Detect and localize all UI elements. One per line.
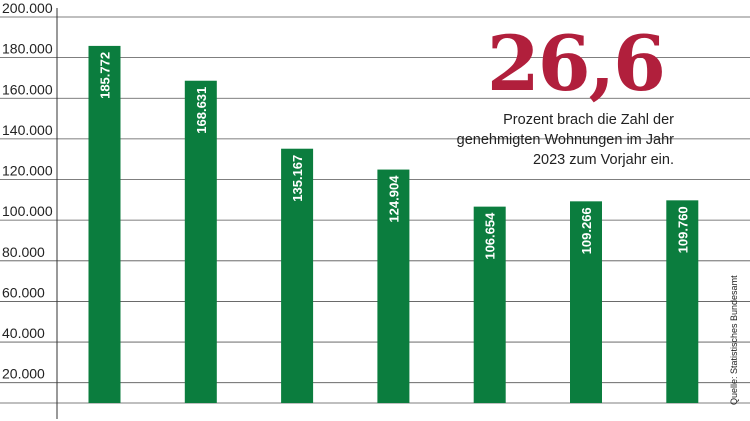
bar-value-label: 168.631 bbox=[194, 87, 209, 134]
bar-value-label: 124.904 bbox=[386, 175, 401, 223]
source-note: Quelle: Statistisches Bundesamt bbox=[729, 275, 739, 405]
y-axis-tick-labels: 20.000 40.000 60.000 80.000 100.000 120.000 14… bbox=[2, 0, 53, 382]
y-tick-label: 60.000 bbox=[2, 284, 45, 300]
headline-percentage: 26,6 bbox=[486, 19, 666, 108]
y-tick-label: 140.000 bbox=[2, 122, 53, 138]
callout-text: Prozent brach die Zahl der genehmigten W… bbox=[456, 112, 674, 168]
grid-lines bbox=[0, 16, 750, 404]
y-tick-label: 200.000 bbox=[2, 0, 53, 16]
y-tick-label: 120.000 bbox=[2, 163, 53, 179]
bar bbox=[88, 45, 121, 403]
y-tick-label: 160.000 bbox=[2, 81, 53, 97]
y-tick-label: 180.000 bbox=[2, 41, 53, 57]
bar-value-label: 106.654 bbox=[483, 212, 498, 260]
bar-value-label: 109.760 bbox=[675, 206, 690, 253]
bar-value-label: 185.772 bbox=[98, 52, 113, 99]
bar bbox=[666, 200, 699, 403]
bar-value-label: 109.266 bbox=[579, 207, 594, 254]
y-tick-label: 80.000 bbox=[2, 244, 45, 260]
bar-value-label: 135.167 bbox=[290, 155, 305, 202]
bar bbox=[570, 201, 602, 403]
bars bbox=[88, 45, 699, 403]
bar bbox=[473, 206, 506, 403]
bar bbox=[377, 169, 410, 403]
y-tick-label: 40.000 bbox=[2, 325, 45, 341]
y-tick-label: 100.000 bbox=[2, 203, 53, 219]
bar bbox=[281, 148, 314, 403]
bar-value-labels: 185.772 168.631 135.167 124.904 106.654 109.2… bbox=[98, 52, 691, 260]
y-tick-label: 20.000 bbox=[2, 366, 45, 382]
bar bbox=[184, 80, 217, 403]
